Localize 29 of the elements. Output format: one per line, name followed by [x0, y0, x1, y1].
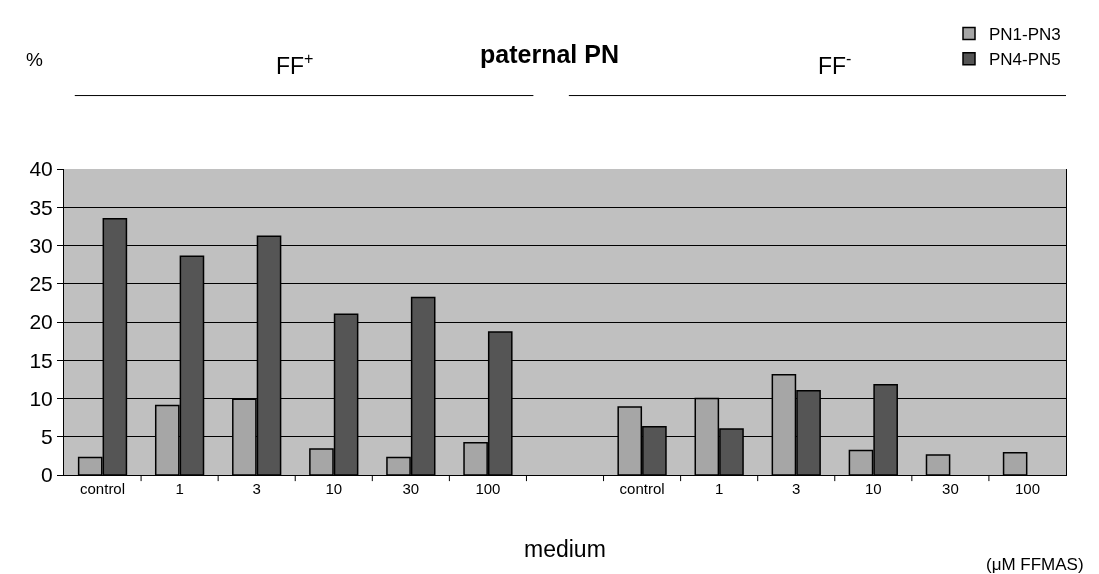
y-axis-title: %	[26, 49, 43, 70]
y-tick-label: 35	[29, 195, 53, 219]
x-tick-label: 3	[792, 480, 801, 497]
x-tick-label: 10	[325, 480, 343, 497]
chart-title: paternal PN	[480, 40, 619, 69]
x-tick-label: 1	[714, 480, 724, 497]
y-tick-label: 20	[29, 310, 53, 334]
text: FF$^{+}$	[276, 49, 314, 79]
x-tick-label: 100	[475, 480, 501, 497]
x-axis-title: medium	[524, 536, 606, 562]
x-tick-label: control	[619, 480, 665, 497]
x-tick-label: 100	[1014, 480, 1040, 497]
x-tick-label: 3	[252, 480, 261, 497]
y-tick-label: 30	[29, 233, 53, 257]
y-tick-label: 40	[29, 157, 53, 181]
y-tick-label: 25	[29, 272, 53, 296]
y-tick-label: 5	[41, 425, 53, 449]
x-tick-label: 30	[942, 480, 959, 497]
y-tick-label: 0	[41, 463, 53, 487]
x-tick-label: control	[80, 480, 126, 497]
legend-label: PN4-PN5	[989, 50, 1061, 70]
x-tick-label: 30	[402, 480, 420, 497]
x-tick-label: 10	[864, 480, 882, 497]
text: (μM FFMAS)	[986, 555, 1084, 574]
text: FF$^{-}$	[818, 49, 852, 79]
y-tick-label: 15	[29, 348, 53, 372]
y-tick-label: 10	[29, 386, 53, 410]
x-tick-label: 1	[175, 480, 184, 497]
legend-label: PN1-PN3	[989, 25, 1061, 45]
